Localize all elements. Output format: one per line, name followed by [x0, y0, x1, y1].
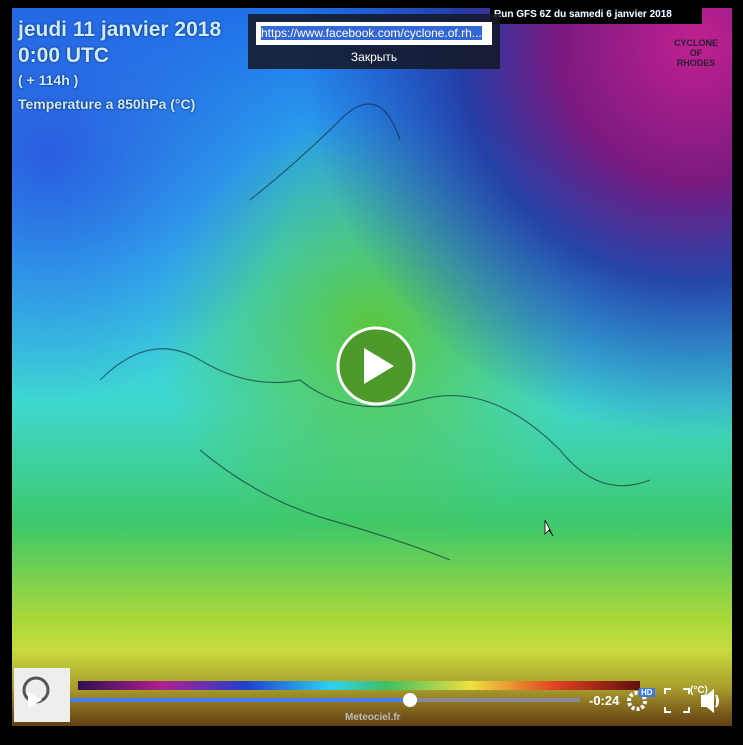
url-field[interactable]: https://www.facebook.com/cyclone.of.rh..… [256, 22, 492, 45]
play-icon[interactable] [364, 348, 394, 384]
time: 0:00 UTC [18, 44, 110, 67]
share-popup: https://www.facebook.com/cyclone.of.rh..… [248, 14, 500, 69]
borders [99, 103, 651, 561]
settings-icon[interactable] [627, 691, 647, 711]
fullscreen-icon[interactable] [664, 688, 690, 713]
close-button[interactable]: Закрыть [350, 50, 398, 64]
color-scale [78, 681, 640, 690]
date: jeudi 11 janvier 2018 [18, 18, 222, 41]
brand-line: CYCLONE [674, 38, 719, 48]
brand-line: RHODES [676, 58, 716, 68]
brand: CYCLONE OF RHODES [674, 38, 718, 68]
cursor [544, 519, 554, 537]
time-remaining: -0:24 [589, 693, 620, 708]
source: Meteociel.fr [345, 712, 401, 723]
progress-played [70, 698, 410, 702]
volume-icon[interactable] [701, 688, 719, 714]
logo-box [14, 668, 70, 722]
field: Temperature a 850hPa (°C) [18, 96, 196, 112]
offset: ( + 114h ) [18, 72, 79, 88]
run-info: Run GFS 6Z du samedi 6 janvier 2018 [494, 9, 672, 20]
progress-knob[interactable] [403, 693, 417, 707]
hd-badge[interactable]: HD [639, 688, 655, 697]
unit: (°C) [690, 685, 708, 696]
play-small[interactable] [28, 692, 42, 708]
url-text: https://www.facebook.com/cyclone.of.rh..… [261, 26, 482, 40]
brand-line: OF [689, 48, 703, 58]
run-bg [490, 8, 702, 24]
